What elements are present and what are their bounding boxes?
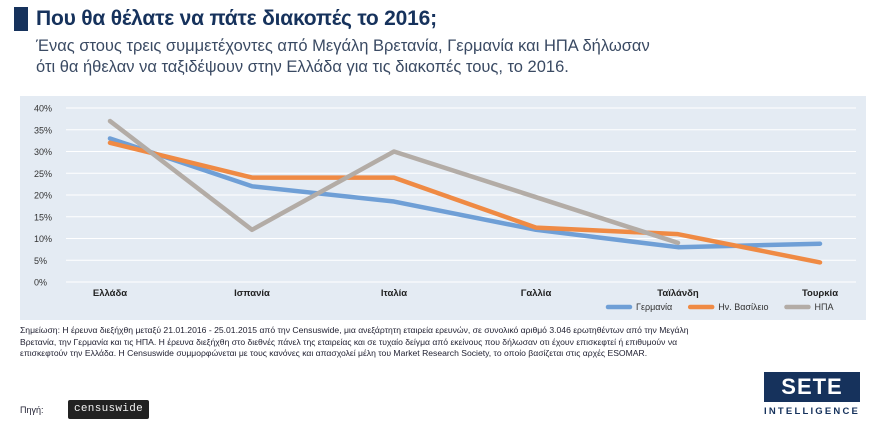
series-line-2 (107, 118, 681, 246)
x-tick-label: Ισπανία (234, 288, 270, 299)
subtitle-line-1: Ένας στους τρεις συμμετέχοντες από Μεγάλ… (36, 37, 650, 55)
legend-label: ΗΠΑ (814, 302, 833, 312)
y-tick-label: 40% (34, 104, 52, 114)
subtitle: Ένας στους τρεις συμμετέχοντες από Μεγάλ… (36, 36, 856, 78)
sete-logo-main: SETE (764, 372, 860, 402)
legend-label: Γερμανία (636, 302, 672, 312)
title-accent-bar (14, 7, 28, 31)
series-line-1 (107, 140, 823, 265)
chart-panel: 0% 5% 10% 15% 20% 25% 30% 35% 40% Ελλάδα Ισπανία Ιτ… (20, 96, 866, 320)
x-tick-label: Ελλάδα (93, 288, 127, 299)
page-title: Που θα θέλατε να πάτε διακοπές το 2016; (36, 7, 437, 30)
y-tick-label: 35% (34, 125, 52, 135)
y-tick-label: 10% (34, 234, 52, 244)
y-tick-label: 15% (34, 212, 52, 222)
note-line-2: Βρετανία, την Γερμανία και τις ΗΠΑ. Η έρ… (20, 336, 678, 347)
line-chart: 0% 5% 10% 15% 20% 25% 30% 35% 40% Ελλάδα Ισπανία Ιτ… (34, 104, 856, 312)
y-tick-label: 5% (34, 256, 47, 266)
legend-label: Ην. Βασίλειο (718, 302, 768, 312)
sete-logo: SETE INTELLIGENCE (764, 372, 860, 417)
subtitle-line-2: ότι θα ήθελαν να ταξιδέψουν στην Ελλάδα … (36, 58, 569, 76)
censuswide-logo: censuswide (68, 400, 150, 419)
note-line-1: Σημείωση: Η έρευνα διεξήχθη μεταξύ 21.01… (20, 325, 689, 335)
header: Που θα θέλατε να πάτε διακοπές το 2016; (0, 6, 880, 32)
y-tick-label: 0% (34, 278, 47, 288)
y-tick-label: 25% (34, 169, 52, 179)
source-row: Πηγή: censuswide (20, 400, 150, 419)
x-tick-label: Ταϊλάνδη (657, 288, 699, 299)
y-tick-label: 20% (34, 191, 52, 201)
series-line-0 (107, 136, 823, 250)
methodology-note: Σημείωση: Η έρευνα διεξήχθη μεταξύ 21.01… (20, 325, 866, 360)
x-tick-label: Ιταλία (381, 288, 407, 299)
note-line-3: επισκεφτούν την Ελλάδα. Η Censuswide συμ… (20, 348, 648, 358)
sete-logo-sub: INTELLIGENCE (764, 406, 861, 417)
y-tick-label: 30% (34, 147, 52, 157)
x-tick-label: Γαλλία (521, 288, 552, 299)
source-label: Πηγή: (20, 404, 44, 415)
x-tick-label: Τουρκία (802, 288, 838, 299)
